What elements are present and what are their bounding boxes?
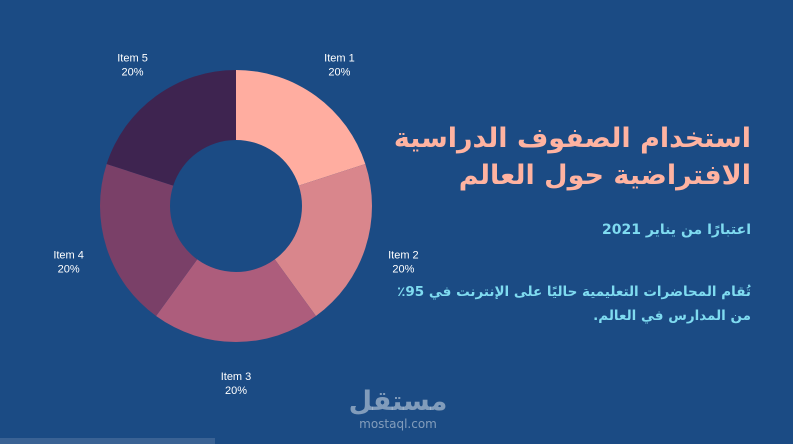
donut-slice-item-2 (274, 163, 372, 317)
slice-category-label: Item 2 (388, 249, 419, 261)
slice-category-label: Item 3 (221, 371, 252, 383)
watermark: مستقل mostaql.com (348, 386, 448, 432)
watermark-site: mostaql.com (359, 417, 437, 431)
slide-subtitle: اعتبارًا من يناير 2021 (602, 222, 751, 238)
slice-value-label: 20% (392, 263, 414, 275)
slice-category-label: Item 1 (324, 53, 355, 65)
slice-category-label: Item 5 (117, 53, 148, 65)
watermark-logo: مستقل (348, 386, 448, 417)
slice-value-label: 20% (58, 263, 80, 275)
slice-value-label: 20% (328, 67, 350, 79)
slide-title: استخدام الصفوف الدراسية الافتراضية حول ا… (393, 123, 751, 191)
donut-slice-item-1 (236, 70, 366, 186)
slide-body-text: تُقام المحاضرات التعليمية حاليًا على الإ… (397, 284, 751, 324)
donut-slice-item-5 (106, 70, 236, 186)
slice-value-label: 20% (225, 385, 247, 397)
slice-category-label: Item 4 (53, 249, 84, 261)
bottom-strip (0, 438, 215, 444)
donut-slice-item-3 (156, 259, 316, 343)
slice-value-label: 20% (122, 67, 144, 79)
donut-slice-item-4 (100, 163, 198, 317)
